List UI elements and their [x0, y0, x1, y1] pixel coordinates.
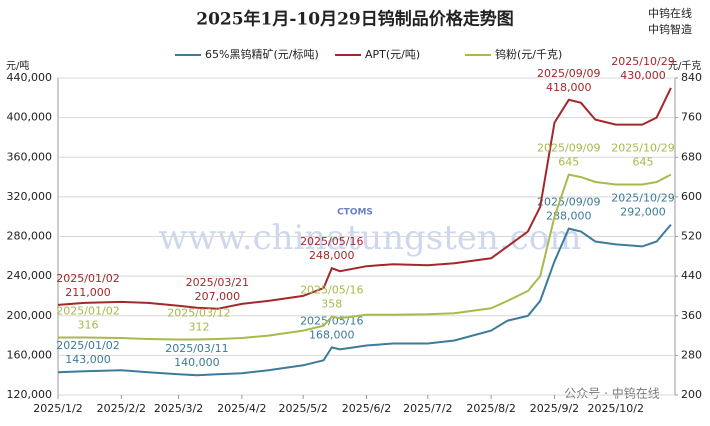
annotation-value: 207,000	[195, 290, 241, 303]
annotation-value: 418,000	[546, 81, 592, 94]
footer: 公众号 · 中钨在线	[564, 386, 659, 401]
y-tick-label: 400,000	[7, 111, 53, 124]
y-tick-label: 200,000	[7, 309, 53, 322]
series-line	[57, 223, 672, 377]
annotation-value: 140,000	[174, 356, 220, 369]
y2-tick-label: 600	[681, 190, 702, 203]
chart-title: 2025年1月-10月29日钨制品价格走势图	[196, 9, 514, 30]
annotation-value: 248,000	[309, 249, 355, 262]
y-tick-label: 320,000	[7, 190, 53, 203]
y2-tick-label: 440	[681, 269, 702, 282]
watermark-logo: CTOMS	[337, 208, 373, 218]
y2-tick-label: 760	[681, 111, 702, 124]
x-tick-label: 2025/1/2	[33, 402, 82, 415]
x-tick-label: 2025/8/2	[466, 402, 515, 415]
x-tick-label: 2025/7/2	[403, 402, 452, 415]
y-tick-label: 360,000	[7, 150, 53, 163]
annotation-date: 2025/10/29	[611, 142, 674, 155]
y2-tick-label: 520	[681, 230, 702, 243]
y-tick-label: 440,000	[7, 71, 53, 84]
y-axis-unit: 元/吨	[6, 59, 29, 72]
y2-tick-label: 280	[681, 348, 702, 361]
y2-axis-unit: 元/千克	[668, 60, 701, 72]
series-line	[58, 173, 672, 341]
y2-tick-label: 200	[681, 388, 702, 401]
annotation-date: 2025/10/29	[611, 55, 674, 68]
y-tick-label: 160,000	[7, 348, 53, 361]
annotation-date: 2025/09/09	[537, 67, 600, 80]
y2-tick-label: 840	[681, 71, 702, 84]
annotation-value: 645	[633, 156, 654, 169]
x-tick-label: 2025/4/2	[217, 402, 266, 415]
annotation-date: 2025/03/12	[167, 307, 230, 320]
annotation-value: 645	[558, 156, 579, 169]
y2-tick-label: 360	[681, 309, 702, 322]
annotation-date: 2025/09/09	[537, 196, 600, 209]
annotation-value: 211,000	[65, 286, 111, 299]
legend-label: 65%黑钨精矿(元/标吨)	[205, 47, 319, 61]
y-tick-label: 120,000	[7, 388, 53, 401]
x-tick-label: 2025/2/2	[97, 402, 146, 415]
annotation-date: 2025/05/16	[300, 284, 363, 297]
annotation-value: 292,000	[620, 206, 666, 219]
x-tick-label: 2025/5/2	[278, 402, 327, 415]
y-tick-label: 280,000	[7, 230, 53, 243]
annotation-value: 312	[188, 321, 209, 334]
annotation-date: 2025/01/02	[56, 305, 119, 318]
x-tick-label: 2025/3/2	[154, 402, 203, 415]
annotation-date: 2025/05/16	[300, 235, 363, 248]
annotation-value: 316	[78, 319, 99, 332]
annotation-value: 143,000	[65, 353, 111, 366]
x-tick-label: 2025/6/2	[342, 402, 391, 415]
annotation-date: 2025/03/21	[186, 276, 249, 289]
x-tick-label: 2025/9/2	[530, 402, 579, 415]
brand: 中钨智造	[648, 22, 692, 36]
annotation-value: 288,000	[546, 210, 592, 223]
series-line	[57, 87, 672, 310]
legend-label: APT(元/吨)	[365, 48, 420, 61]
annotation-date: 2025/01/02	[56, 272, 119, 285]
y-tick-label: 240,000	[7, 269, 53, 282]
annotation-value: 168,000	[309, 328, 355, 341]
brand: 中钨在线	[648, 6, 692, 20]
annotation-date: 2025/10/29	[611, 192, 674, 205]
y2-tick-label: 680	[681, 150, 702, 163]
legend-label: 钨粉(元/千克)	[495, 48, 562, 61]
x-tick-label: 2025/10/2	[588, 402, 644, 415]
annotation-value: 430,000	[620, 69, 666, 82]
annotation-date: 2025/01/02	[56, 339, 119, 352]
annotation-value: 358	[321, 298, 342, 311]
annotation-date: 2025/03/11	[165, 342, 228, 355]
annotation-date: 2025/09/09	[537, 142, 600, 155]
watermark: www.chinatungsten.com	[159, 218, 582, 258]
